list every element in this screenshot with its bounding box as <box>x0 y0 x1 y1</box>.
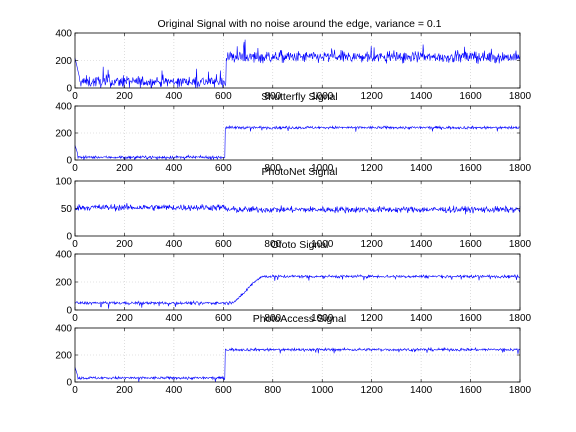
x-tick-label: 1600 <box>459 313 482 324</box>
x-tick-label: 0 <box>72 313 78 324</box>
x-tick-label: 1800 <box>509 163 532 174</box>
y-tick-label: 0 <box>66 84 72 95</box>
y-tick-label: 200 <box>55 129 72 140</box>
x-tick-label: 400 <box>166 163 183 174</box>
x-tick-label: 800 <box>264 313 281 324</box>
x-tick-label: 600 <box>215 239 232 250</box>
x-tick-label: 0 <box>72 163 78 174</box>
x-tick-label: 0 <box>72 385 78 396</box>
y-tick-label: 0 <box>66 156 72 167</box>
x-tick-label: 1000 <box>311 239 334 250</box>
subplot-4: 0 200 400 600 800 1000 1200 1400 1600 1800 0 200 400… <box>55 239 531 324</box>
x-tick-label: 1200 <box>361 163 384 174</box>
x-tick-label: 600 <box>215 91 232 102</box>
x-tick-label: 1200 <box>361 385 384 396</box>
x-tick-label: 1600 <box>459 385 482 396</box>
x-tick-label: 800 <box>264 163 281 174</box>
x-tick-label: 1400 <box>410 313 433 324</box>
x-tick-label: 400 <box>166 239 183 250</box>
x-tick-label: 1000 <box>311 163 334 174</box>
x-tick-label: 1600 <box>459 239 482 250</box>
x-tick-label: 1000 <box>311 385 334 396</box>
y-tick-label: 200 <box>55 351 72 362</box>
x-tick-label: 1400 <box>410 91 433 102</box>
x-tick-label: 800 <box>264 91 281 102</box>
signal-line <box>74 125 521 161</box>
y-tick-label: 400 <box>55 250 72 261</box>
signal-line <box>74 203 521 215</box>
subplot-3: 0 200 400 600 800 1000 1200 1400 1600 1800 0 50 100 P… <box>55 166 531 250</box>
y-tick-label: 400 <box>55 102 72 113</box>
x-tick-label: 200 <box>116 239 133 250</box>
x-tick-label: 800 <box>264 239 281 250</box>
y-tick-label: 400 <box>55 324 72 335</box>
subplot-2: 0 200 400 600 800 1000 1200 1400 1600 1800 0 200 400… <box>55 91 531 174</box>
x-tick-label: 200 <box>116 91 133 102</box>
subplot-title: Ofoto Signal <box>271 239 329 251</box>
subplot-title: PhotoAccess Signal <box>253 313 346 325</box>
x-tick-label: 600 <box>215 385 232 396</box>
subplot-title: Original Signal with no noise around the… <box>158 18 442 30</box>
y-tick-label: 0 <box>66 232 72 243</box>
x-tick-label: 200 <box>116 313 133 324</box>
x-tick-label: 400 <box>166 91 183 102</box>
x-tick-label: 1800 <box>509 313 532 324</box>
y-tick-label: 100 <box>55 177 72 188</box>
x-tick-label: 1400 <box>410 239 433 250</box>
signal-line <box>74 39 521 89</box>
x-tick-label: 1400 <box>410 385 433 396</box>
x-tick-label: 1000 <box>311 91 334 102</box>
y-tick-label: 200 <box>55 56 72 67</box>
x-tick-label: 400 <box>166 313 183 324</box>
x-tick-label: 200 <box>116 163 133 174</box>
y-tick-label: 0 <box>66 378 72 389</box>
x-tick-label: 1400 <box>410 163 433 174</box>
x-tick-label: 1800 <box>509 385 532 396</box>
y-tick-label: 400 <box>55 29 72 40</box>
x-tick-label: 1600 <box>459 91 482 102</box>
x-tick-label: 400 <box>166 385 183 396</box>
x-tick-label: 600 <box>215 313 232 324</box>
subplot-1: 0 200 400 600 800 1000 1200 1400 1600 1800 0 200 400… <box>55 18 531 102</box>
signal-line <box>74 346 521 383</box>
subplot-title: PhotoNet Signal <box>262 166 338 178</box>
x-tick-label: 1600 <box>459 163 482 174</box>
x-tick-label: 1000 <box>311 313 334 324</box>
x-tick-label: 1800 <box>509 239 532 250</box>
x-tick-label: 600 <box>215 163 232 174</box>
subplot-5: 0 200 400 600 800 1000 1200 1400 1600 1800 0 200 400… <box>55 313 531 396</box>
signal-line <box>74 274 521 309</box>
x-tick-label: 0 <box>72 91 78 102</box>
subplot-title: Shutterfly Signal <box>261 91 337 103</box>
y-tick-label: 50 <box>61 204 73 215</box>
x-tick-label: 1800 <box>509 91 532 102</box>
x-tick-label: 200 <box>116 385 133 396</box>
x-tick-label: 800 <box>264 385 281 396</box>
x-tick-label: 1200 <box>361 239 384 250</box>
x-tick-label: 0 <box>72 239 78 250</box>
y-tick-label: 200 <box>55 278 72 289</box>
x-tick-label: 1200 <box>361 91 384 102</box>
x-tick-label: 1200 <box>361 313 384 324</box>
y-tick-label: 0 <box>66 306 72 317</box>
